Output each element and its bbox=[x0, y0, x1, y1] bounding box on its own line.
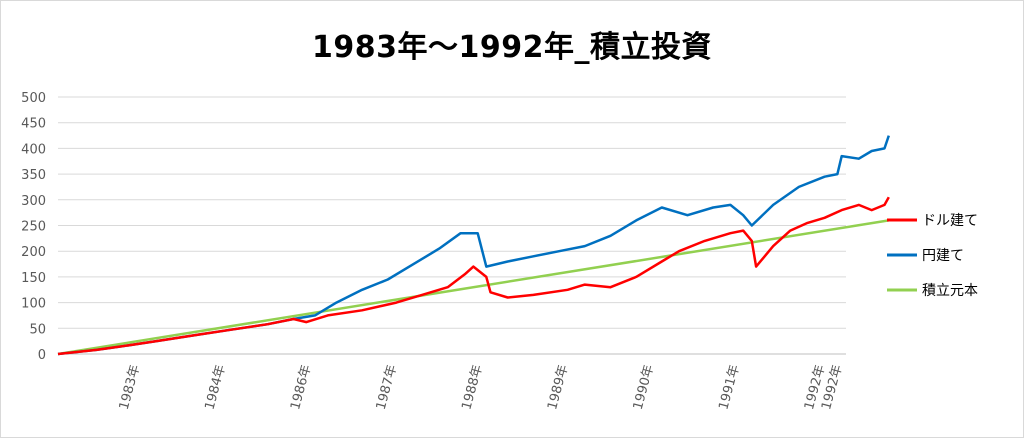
y-tick-label: 50 bbox=[29, 322, 46, 337]
x-tick-label: 1991年 bbox=[716, 363, 742, 411]
chart-title: 1983年～1992年_積立投資 bbox=[312, 30, 712, 65]
legend-label: 円建て bbox=[922, 248, 964, 264]
y-tick-label: 450 bbox=[21, 117, 46, 132]
series-lines bbox=[57, 135, 890, 356]
y-tick-label: 350 bbox=[21, 168, 46, 183]
x-tick-label: 1989年 bbox=[545, 363, 571, 411]
x-tick-label: 1987年 bbox=[374, 363, 400, 411]
x-tick-label: 1990年 bbox=[631, 363, 657, 411]
y-tick-label: 300 bbox=[21, 194, 46, 209]
series-line-ドル建て bbox=[57, 196, 890, 356]
x-axis-ticks: 1983年 1984年 1986年 1987年 1988年 1989年 1990年 1991年… bbox=[117, 363, 846, 411]
legend-label: 積立元本 bbox=[922, 283, 978, 299]
x-tick-label: 1983年 bbox=[117, 363, 143, 411]
y-tick-label: 0 bbox=[38, 348, 46, 363]
x-tick-label: 1986年 bbox=[288, 363, 314, 411]
y-tick-label: 150 bbox=[21, 271, 46, 286]
y-tick-label: 100 bbox=[21, 297, 46, 312]
y-tick-label: 500 bbox=[21, 91, 46, 106]
y-tick-label: 400 bbox=[21, 142, 46, 157]
gridlines bbox=[58, 96, 846, 329]
y-tick-label: 250 bbox=[21, 220, 46, 235]
legend-label: ドル建て bbox=[922, 213, 978, 229]
x-tick-label: 1988年 bbox=[459, 363, 485, 411]
y-axis-ticks: 0 50 100 150 200 250 300 350 400 450 500 bbox=[21, 91, 46, 363]
y-tick-label: 200 bbox=[21, 245, 46, 260]
x-tick-label: 1984年 bbox=[202, 363, 228, 411]
series-line-積立元本 bbox=[57, 219, 889, 356]
series-line-円建て bbox=[57, 135, 890, 356]
